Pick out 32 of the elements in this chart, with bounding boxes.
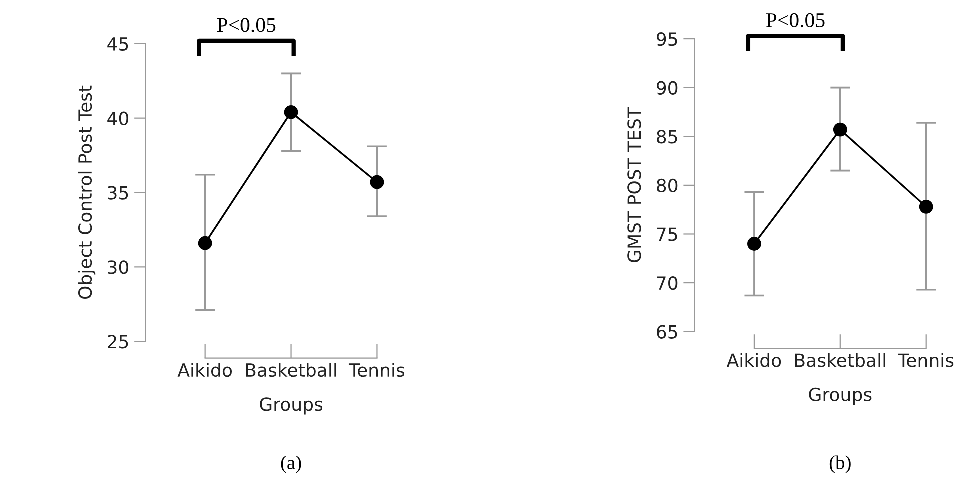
y-tick-label: 35 [108, 186, 128, 200]
x-tick-label: Aikido [178, 363, 232, 378]
point [284, 105, 298, 120]
point [748, 237, 762, 251]
y-tick-label: 70 [657, 276, 678, 290]
y-tick-label: 30 [108, 260, 129, 274]
text: P<0.05 [217, 18, 276, 32]
text: (a) [281, 456, 302, 474]
y-axis-title: GMST POST TEST [628, 107, 642, 262]
y-tick-label: 45 [108, 38, 128, 52]
y-tick-label: 75 [657, 228, 678, 242]
text: (b) [830, 456, 851, 474]
x-tick-label: Aikido [726, 353, 782, 368]
y-tick-label: 80 [657, 178, 678, 193]
x-axis-title: Groups [809, 388, 872, 405]
x-tick-label: Tennis [898, 353, 954, 368]
point [198, 236, 212, 250]
y-tick-label: 40 [108, 112, 129, 126]
point [833, 122, 848, 137]
y-tick-label: 65 [657, 325, 678, 339]
text: P<0.05 [766, 13, 825, 28]
x-axis-title: Groups [260, 398, 323, 415]
y-tick-label: 90 [656, 81, 678, 95]
y-tick-label: 85 [657, 130, 678, 144]
point [370, 175, 384, 190]
x-tick-label: Basketball [795, 353, 886, 368]
x-tick-label: Basketball [246, 363, 336, 378]
x-tick-label: Tennis [348, 363, 405, 378]
point [919, 200, 934, 214]
y-tick-label: 25 [108, 335, 128, 349]
y-axis-title: Object Control Post Test [78, 86, 96, 300]
y-tick-label: 95 [656, 32, 678, 46]
